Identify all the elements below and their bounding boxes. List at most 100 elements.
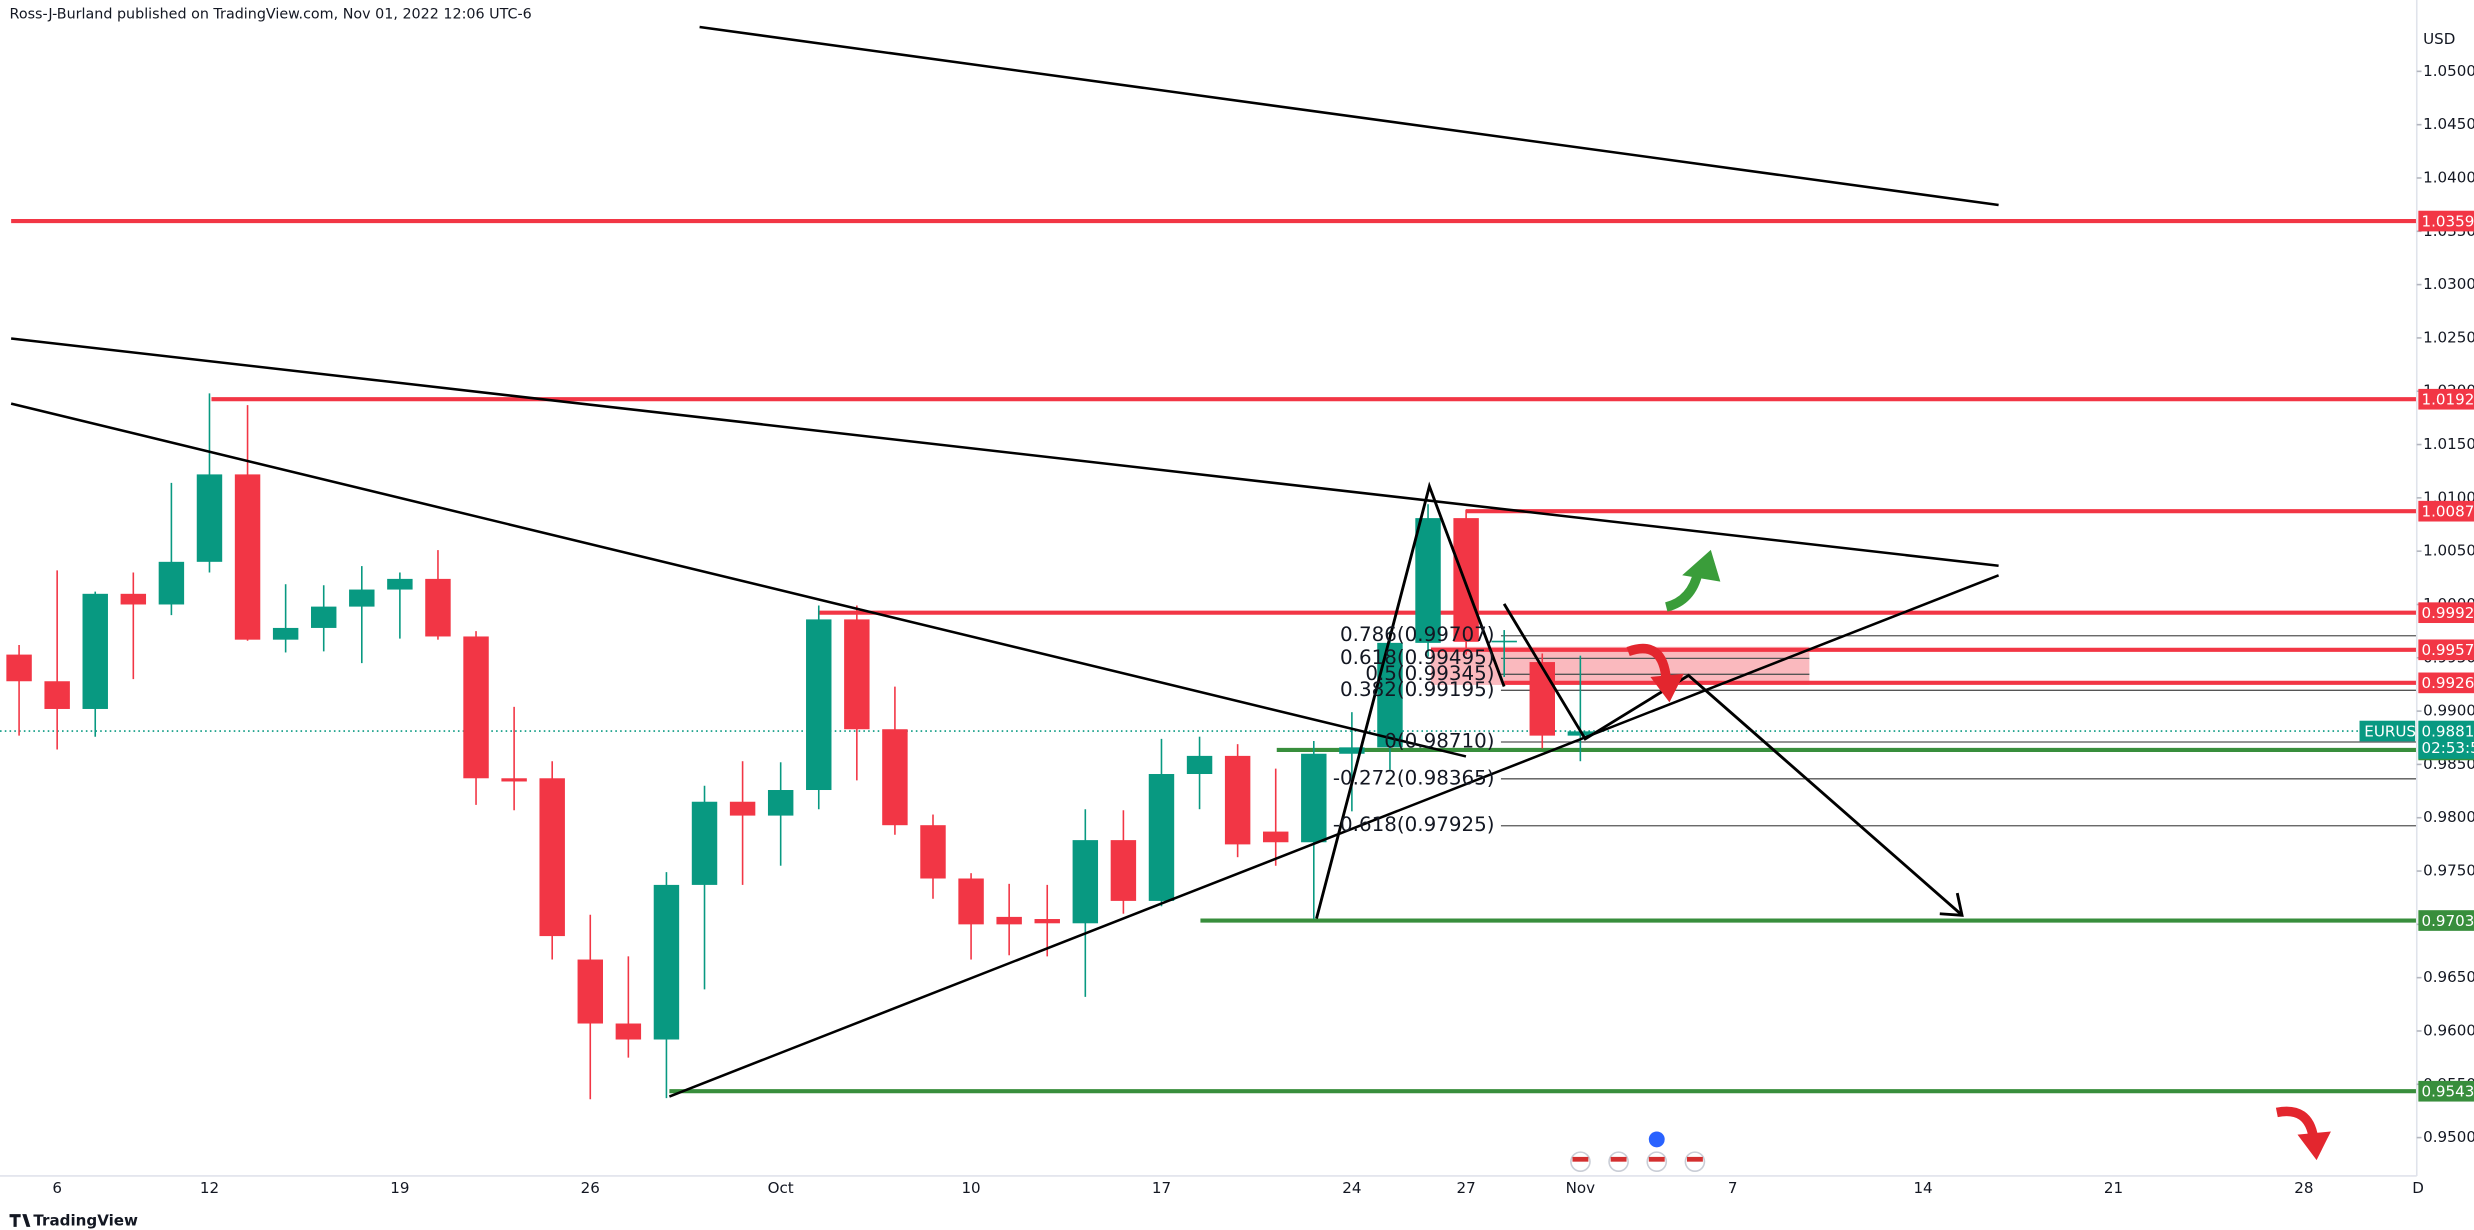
x-tick-label: 19 xyxy=(390,1179,409,1197)
level-label: 1.01925 xyxy=(2422,391,2474,409)
candle-body xyxy=(82,593,108,709)
currency: USD xyxy=(2423,30,2455,48)
level-tag xyxy=(2418,210,2474,232)
trend-line xyxy=(10,337,1999,567)
candle-body xyxy=(996,916,1022,925)
candle-body xyxy=(272,627,299,640)
candle-body xyxy=(1339,747,1365,754)
price-label: 0.98813 xyxy=(2422,722,2474,740)
down-arrow-head xyxy=(2297,1131,2331,1161)
event-flag[interactable] xyxy=(1684,1151,1706,1172)
projection-line xyxy=(1315,481,1506,919)
arrow-head xyxy=(1939,892,1964,917)
zone xyxy=(1430,646,1810,685)
logo-icon xyxy=(9,1214,31,1227)
x-tick-label: 14 xyxy=(1913,1179,1932,1197)
y-tick-label: 1.05000 xyxy=(2423,62,2474,80)
level-tag xyxy=(2418,672,2474,694)
candle-body xyxy=(844,619,870,730)
x-tick-label: 12 xyxy=(200,1179,219,1197)
candle-body xyxy=(387,578,413,590)
x-tick-label: 27 xyxy=(1457,1179,1476,1197)
y-tick-label: 1.03000 xyxy=(2423,275,2474,293)
flag-stripe xyxy=(1572,1156,1589,1162)
x-tick-label: 10 xyxy=(961,1179,980,1197)
y-tick-label: 1.04000 xyxy=(2423,168,2474,186)
y-tick-label: 1.02500 xyxy=(2423,328,2474,346)
y-tick-label: 0.95000 xyxy=(2423,1128,2474,1146)
price-tag xyxy=(2418,720,2474,759)
candle-body xyxy=(1377,642,1403,748)
trend-line xyxy=(10,402,1467,758)
candle-body xyxy=(1415,518,1441,643)
candle-body xyxy=(691,801,718,885)
y-tick-label: 1.04500 xyxy=(2423,115,2474,133)
drawings-under xyxy=(0,218,2417,1094)
y-tick-label: 1.01500 xyxy=(2423,435,2474,453)
candle-body xyxy=(1491,640,1517,643)
fib-label: -0.618(0.97925) xyxy=(1333,813,1495,836)
symbol-label: EURUSD xyxy=(2364,722,2427,740)
event-flag[interactable] xyxy=(1646,1151,1668,1172)
candle-body xyxy=(729,801,756,816)
candle-body xyxy=(882,729,908,826)
candle-body xyxy=(6,654,32,682)
flag-stripe xyxy=(1648,1156,1665,1162)
candle-body xyxy=(1034,919,1060,924)
candle-body xyxy=(1262,831,1289,843)
event-icon[interactable] xyxy=(1648,1131,1665,1148)
logo: TradingView xyxy=(9,1212,138,1230)
level-tag xyxy=(2418,1080,2474,1102)
x-tick-label: 24 xyxy=(1342,1179,1361,1197)
candle-body xyxy=(539,778,565,937)
projection-arrow xyxy=(1502,603,1962,915)
x-tick-label: D xyxy=(2412,1179,2424,1197)
fib-label: 0(0.98710) xyxy=(1384,730,1494,753)
trend-line xyxy=(668,574,2000,1098)
candle-body xyxy=(158,561,185,605)
level-tag xyxy=(2418,388,2474,410)
y-tick-label: 0.96500 xyxy=(2423,968,2474,986)
x-tick-label: 7 xyxy=(1728,1179,1738,1197)
candle-body xyxy=(806,619,832,791)
candle-body xyxy=(1453,518,1479,642)
y-tick-label: 1.00500 xyxy=(2423,542,2474,560)
fib-label: 0.618(0.99495) xyxy=(1340,646,1495,669)
level-label: 1.03596 xyxy=(2422,212,2474,230)
candle-body xyxy=(1148,774,1175,901)
x-tick-label: 6 xyxy=(52,1179,62,1197)
y-tick-label: 0.96000 xyxy=(2423,1021,2474,1039)
down-arrow-head xyxy=(1650,673,1684,703)
level-label: 0.99923 xyxy=(2422,604,2474,622)
fib-label: 0.5(0.99345) xyxy=(1365,662,1494,685)
candle-body xyxy=(120,593,147,605)
candle-body xyxy=(501,778,527,782)
flag-stripe xyxy=(1610,1156,1627,1162)
level-tag xyxy=(2418,639,2474,661)
candle-body xyxy=(463,636,489,779)
candle-body xyxy=(234,474,261,640)
level-tag xyxy=(2418,910,2474,931)
fib-label: 0.786(0.99707) xyxy=(1340,623,1495,646)
candle-body xyxy=(615,1023,642,1040)
down-arrow xyxy=(2275,1106,2319,1139)
event-flag[interactable] xyxy=(1570,1151,1591,1172)
y-tick-label: 0.99000 xyxy=(2423,702,2474,720)
fib-label: -0.272(0.98365) xyxy=(1333,766,1495,789)
x-tick-label: 26 xyxy=(581,1179,600,1197)
level-label: 0.99265 xyxy=(2422,674,2474,692)
header: Ross-J-Burland published on TradingView.… xyxy=(10,6,532,22)
level-tag xyxy=(2418,602,2474,624)
candle-body xyxy=(425,578,451,637)
flag-stripe xyxy=(1686,1156,1703,1162)
event-flag[interactable] xyxy=(1608,1151,1629,1172)
candle-body xyxy=(1301,753,1327,843)
candle-body xyxy=(653,884,680,1040)
y-tick-label: 0.98000 xyxy=(2423,808,2474,826)
x-tick-label: 21 xyxy=(2104,1179,2123,1197)
candle-body xyxy=(44,681,70,709)
candle-body xyxy=(767,790,794,816)
axes: 0.950000.955000.960000.965000.970000.975… xyxy=(52,62,2474,1197)
candle-body xyxy=(1186,755,1213,775)
